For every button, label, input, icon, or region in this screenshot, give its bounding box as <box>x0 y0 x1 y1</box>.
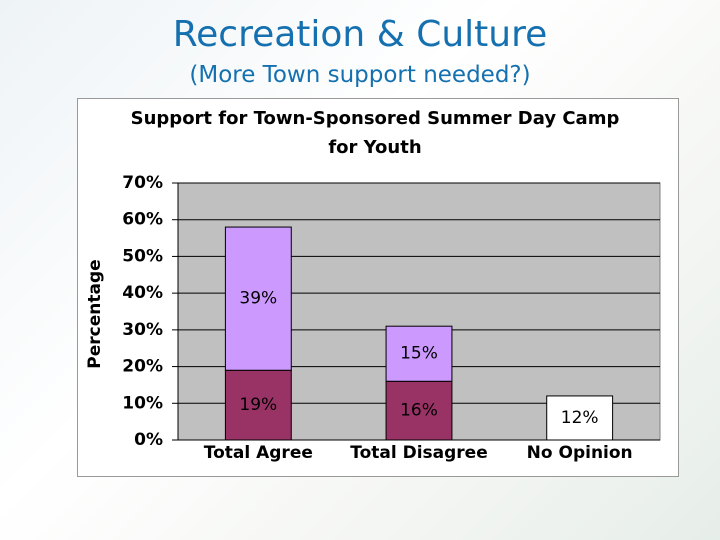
bar-segment <box>546 395 614 441</box>
y-tick-label: 20% <box>122 357 163 377</box>
value-label: 39% <box>239 289 277 309</box>
value-label: 16% <box>400 401 438 421</box>
y-tick-label: 50% <box>122 246 163 266</box>
y-tick-label: 30% <box>122 320 163 340</box>
bar-segment <box>385 325 453 382</box>
value-label: 15% <box>400 344 438 364</box>
y-tick-label: 10% <box>122 393 163 413</box>
x-tick-label: No Opinion <box>527 443 633 463</box>
y-tick-label: 0% <box>134 430 163 450</box>
value-label: 12% <box>561 408 599 428</box>
bar-segment <box>385 380 453 441</box>
y-axis-label: Percentage <box>85 259 105 368</box>
chart-title: Support for Town-Sponsored Summer Day Ca… <box>130 108 620 158</box>
bar-segment <box>224 226 292 371</box>
y-tick-label: 60% <box>122 210 163 230</box>
slide-title: Recreation & Culture <box>172 14 548 55</box>
x-tick-label: Total Disagree <box>350 443 488 463</box>
y-tick-label: 40% <box>122 283 163 303</box>
x-tick-label: Total Agree <box>204 443 313 463</box>
slide-subtitle: (More Town support needed?) <box>189 62 531 88</box>
value-label: 19% <box>239 395 277 415</box>
y-tick-label: 70% <box>122 173 163 193</box>
